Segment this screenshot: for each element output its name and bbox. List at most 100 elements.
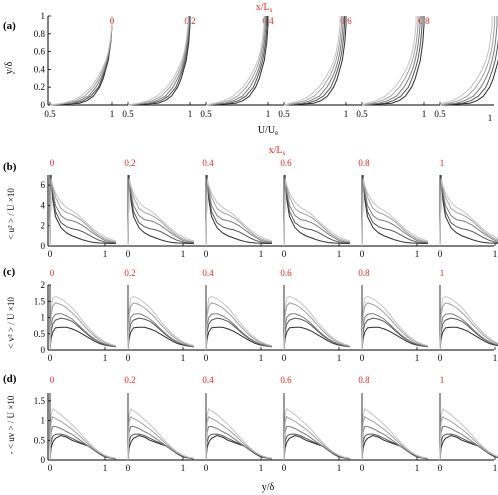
panel-d-station-label: 0.8 xyxy=(358,375,370,385)
panel-b-xtick-label: 0 xyxy=(282,249,287,259)
panel-a-xtick-label: 0.5 xyxy=(200,109,212,119)
panel-b-series-line xyxy=(205,176,273,247)
panel-c-series-line xyxy=(49,302,117,351)
panel-b-series-line xyxy=(283,174,350,247)
panel-b-ytick-label: 4 xyxy=(41,200,46,210)
panel-a-xtick-label: 0.5 xyxy=(122,109,134,119)
panel-a-top-axis-label: x/Ls xyxy=(256,2,273,14)
panel-b-station-label: 0.2 xyxy=(124,158,135,168)
panel-b-series-line xyxy=(127,175,194,247)
panel-d-series-line xyxy=(283,435,351,461)
panel-c-series-line xyxy=(361,302,429,351)
panel-a-right-tick-label: 1 xyxy=(488,113,493,123)
panel-d-series-line xyxy=(205,415,273,461)
panel-b-series-line xyxy=(361,177,429,247)
panel-a-series-line xyxy=(127,16,190,106)
panel-b-series-line xyxy=(49,175,116,247)
panel-a-series-line xyxy=(361,16,425,106)
panel-c-series-line xyxy=(127,313,195,351)
panel-d-xtick-label: 1 xyxy=(415,463,420,473)
panel-c-series-line xyxy=(127,302,195,351)
panel-a-xlabel: U/Ue xyxy=(258,125,278,137)
panel-c-series-line xyxy=(439,295,498,351)
panel-c-series-line xyxy=(361,326,429,351)
panel-c-ytick-label: 1.5 xyxy=(34,296,46,306)
panel-a-ytick-label: 1 xyxy=(41,11,46,21)
panel-c-series-line xyxy=(439,313,498,351)
panel-c-xtick-label: 1 xyxy=(259,353,264,363)
panel-b-ylabel: < u² > / U ×10 xyxy=(6,188,16,240)
panel-a-series-line xyxy=(361,16,417,106)
panel-a-series-line xyxy=(127,16,190,106)
panel-b-series-line xyxy=(439,174,498,247)
panel-c-ytick-label: 2 xyxy=(41,280,46,290)
panel-b-series-line xyxy=(49,178,117,247)
panel-a-series-line xyxy=(49,16,113,106)
panel-d-xtick-label: 0 xyxy=(282,463,287,473)
panel-d-ylabel: - < uv > / U ×10 xyxy=(6,395,16,454)
panel-c-xtick-label: 0 xyxy=(360,353,365,363)
panel-a: (a) x/Ls y/δ U/Ue 1 00.20.40.60.81 00.5 10… xyxy=(3,2,498,137)
panel-a-series-line xyxy=(49,16,113,106)
panel-d-series-line xyxy=(439,433,498,461)
panel-a-ytick-label: 0.4 xyxy=(34,64,46,74)
panel-d-xtick-label: 1 xyxy=(181,463,186,473)
panel-a-series-line xyxy=(205,16,266,106)
panel-d-xtick-label: 1 xyxy=(103,463,108,473)
panel-a-series-line xyxy=(439,16,496,106)
panel-c-series-line xyxy=(205,302,273,351)
panel-c-series-line xyxy=(439,302,498,351)
panel-c-xtick-label: 0 xyxy=(126,353,131,363)
panel-a-xtick-label: 0.5 xyxy=(278,109,290,119)
panel-a-series-line xyxy=(283,16,341,106)
panel-d-station-label: 0.4 xyxy=(202,375,214,385)
panel-b-series-line xyxy=(439,176,498,247)
panel-c-xtick-label: 0 xyxy=(282,353,287,363)
panel-c-xtick-label: 0 xyxy=(438,353,443,363)
panel-a-series-line xyxy=(49,16,113,106)
panel-d-letter: (d) xyxy=(3,373,17,385)
panel-d-xtick-label: 1 xyxy=(493,463,498,473)
panel-d-series-line xyxy=(439,435,498,461)
panel-c-ylabel: < v² > / U ×10 xyxy=(6,297,16,349)
panel-d-series-line xyxy=(49,435,117,461)
panel-d-xtick-label: 0 xyxy=(438,463,443,473)
panel-c-series-line xyxy=(49,295,117,351)
panel-c-xtick-label: 0 xyxy=(204,353,209,363)
panel-b-xtick-label: 0 xyxy=(438,249,443,259)
panel-a-xtick-label: 1 xyxy=(422,109,427,119)
panel-c-xtick-label: 0 xyxy=(48,353,53,363)
panel-a-series-line xyxy=(361,16,423,106)
panel-a-series-line xyxy=(439,16,498,106)
panel-b-xtick-label: 0 xyxy=(48,249,53,259)
panel-c-series-line xyxy=(127,295,195,351)
panel-b-series-line xyxy=(283,176,351,247)
panel-b-ytick-label: 0 xyxy=(41,241,46,251)
panel-a-series-line xyxy=(205,16,269,106)
panel-d-ytick-label: 1 xyxy=(41,416,46,426)
panel-c-station-label: 0.8 xyxy=(358,268,370,278)
panel-d-series-line xyxy=(49,415,117,461)
panel-d-station-label: 0.6 xyxy=(280,375,292,385)
panel-c-station-label: 0.6 xyxy=(280,268,292,278)
panel-b-series-line xyxy=(361,175,428,247)
panel-c-series-line xyxy=(49,313,117,351)
panel-b-series-line xyxy=(283,175,350,247)
panel-b-ytick-label: 6 xyxy=(41,180,46,190)
panel-a-series-line xyxy=(205,16,267,106)
panel-c-series-line xyxy=(205,313,273,351)
panel-b-xtick-label: 0 xyxy=(360,249,365,259)
panel-b-letter: (b) xyxy=(3,161,17,173)
panel-a-series-line xyxy=(439,58,498,106)
panel-b-xtick-label: 0 xyxy=(126,249,131,259)
panel-a-series-line xyxy=(283,16,346,106)
panel-d-series-line xyxy=(127,415,195,461)
panel-b-xtick-label: 1 xyxy=(337,249,342,259)
panel-b-series-line xyxy=(361,176,429,247)
panel-c-xtick-label: 1 xyxy=(493,353,498,363)
panel-a-ytick-label: 0.2 xyxy=(34,82,45,92)
panel-b-station-label: 0.6 xyxy=(280,158,292,168)
panel-d-series-line xyxy=(283,415,351,461)
